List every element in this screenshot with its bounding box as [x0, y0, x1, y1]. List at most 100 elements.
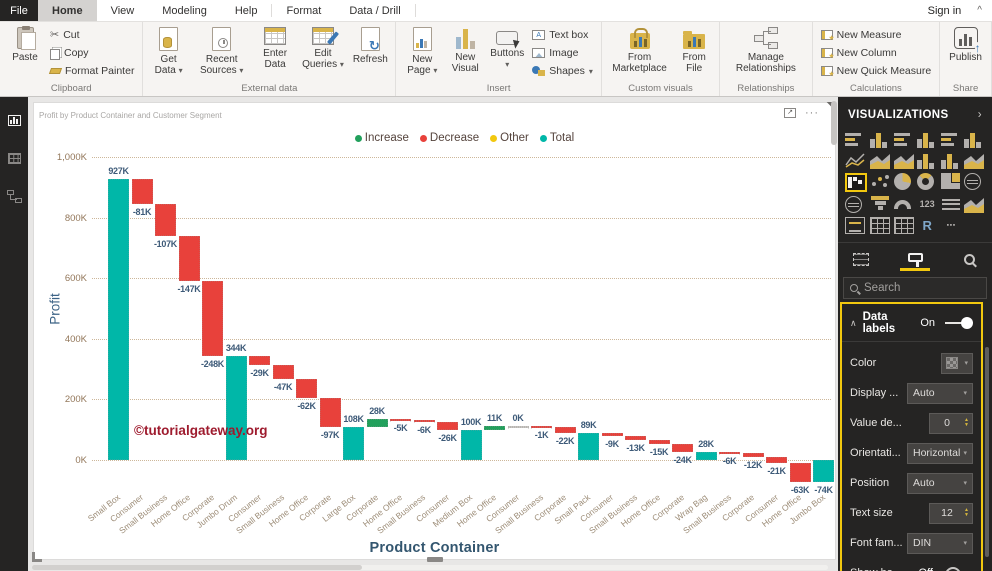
- viz-icon-kpi[interactable]: [964, 196, 985, 213]
- viz-icon-table[interactable]: [870, 217, 890, 234]
- viz-icon-gauge[interactable]: [893, 200, 911, 209]
- report-view-button[interactable]: [3, 109, 25, 131]
- resize-handle-bottom[interactable]: [426, 557, 443, 562]
- copy-button[interactable]: Copy: [47, 44, 137, 62]
- text-box-button[interactable]: A Text box: [529, 26, 596, 44]
- waterfall-bar-wrap-bag[interactable]: [695, 451, 717, 460]
- color-picker-button[interactable]: ▾: [941, 352, 973, 374]
- viz-icon-ribbon-chart[interactable]: [964, 152, 985, 169]
- viz-icon-100-stacked-bar-chart[interactable]: [940, 131, 961, 148]
- waterfall-bar-small-business[interactable]: [272, 364, 294, 379]
- display-dropdown[interactable]: Auto ▾: [907, 382, 973, 404]
- waterfall-bar-corporate[interactable]: [319, 397, 341, 427]
- tab-home[interactable]: Home: [38, 0, 97, 21]
- from-file-button[interactable]: From File: [674, 24, 714, 77]
- collapse-ribbon-icon[interactable]: ^: [977, 5, 982, 16]
- waterfall-bar-consumer[interactable]: [601, 433, 623, 436]
- data-labels-toggle[interactable]: [945, 317, 973, 329]
- waterfall-bar-consumer[interactable]: [249, 355, 270, 365]
- collapse-pane-icon[interactable]: ›: [977, 109, 982, 121]
- spin-up-icon[interactable]: ▲: [964, 507, 969, 513]
- waterfall-bar-corporate[interactable]: [554, 426, 576, 434]
- tab-format[interactable]: [900, 249, 930, 271]
- from-marketplace-button[interactable]: From Marketplace: [607, 24, 672, 77]
- waterfall-bar-corporate[interactable]: [366, 418, 388, 428]
- model-view-button[interactable]: [3, 185, 25, 207]
- viz-icon-matrix[interactable]: [893, 217, 914, 234]
- waterfall-bar-small-box[interactable]: [108, 179, 129, 460]
- waterfall-bar-corporate[interactable]: [202, 280, 223, 356]
- spin-down-icon[interactable]: ▼: [964, 512, 969, 518]
- viz-icon-stacked-area-chart[interactable]: [893, 152, 914, 169]
- tab-format[interactable]: Format: [286, 4, 322, 17]
- viz-icon-more-options[interactable]: ⋯: [946, 220, 956, 230]
- edit-queries-button[interactable]: Edit Queries ▾: [298, 24, 349, 73]
- waterfall-bar-consumer[interactable]: [766, 456, 787, 464]
- search-input[interactable]: [864, 282, 980, 294]
- viz-icon-waterfall-chart[interactable]: [845, 173, 867, 192]
- waterfall-bar-small-business[interactable]: [719, 451, 740, 454]
- waterfall-bar-jumbo-box[interactable]: [813, 460, 834, 483]
- viz-icon-slicer[interactable]: [845, 217, 865, 234]
- tab-help[interactable]: Help: [234, 4, 258, 17]
- waterfall-bar-corporate[interactable]: [672, 444, 693, 452]
- viz-icon-stacked-column-chart[interactable]: [870, 131, 890, 148]
- viz-icon-line-and-stacked-column-chart[interactable]: [917, 152, 937, 169]
- viz-icon-scatter-chart[interactable]: [870, 173, 890, 190]
- focus-mode-icon[interactable]: ↗: [784, 108, 796, 118]
- viz-icon-line-chart[interactable]: [845, 152, 865, 169]
- get-data-button[interactable]: Get Data ▾: [148, 24, 188, 79]
- report-canvas[interactable]: Profit by Product Container and Customer…: [28, 97, 838, 571]
- waterfall-bar-home-office[interactable]: [648, 439, 670, 445]
- legend-item-other[interactable]: Other: [490, 132, 529, 144]
- collapse-section-icon[interactable]: ∧: [850, 317, 857, 328]
- spin-down-icon[interactable]: ▼: [964, 422, 969, 428]
- waterfall-bar-home-office[interactable]: [178, 236, 200, 281]
- viz-icon-pie-chart[interactable]: [893, 173, 911, 190]
- format-painter-button[interactable]: Format Painter: [47, 62, 137, 80]
- waterfall-bar-consumer[interactable]: [131, 179, 153, 204]
- tab-view[interactable]: View: [110, 4, 135, 17]
- viz-icon-clustered-column-chart[interactable]: [917, 131, 937, 148]
- viz-icon-map[interactable]: [964, 173, 982, 190]
- new-page-button[interactable]: New Page ▾: [401, 24, 443, 79]
- format-search-box[interactable]: [843, 277, 987, 299]
- paste-button[interactable]: Paste: [5, 24, 45, 66]
- image-button[interactable]: Image: [529, 44, 596, 62]
- text-size-spinner[interactable]: 12 ▲ ▼: [929, 502, 973, 524]
- viz-icon-area-chart[interactable]: [870, 152, 890, 169]
- viz-icon-line-and-clustered-column-chart[interactable]: [940, 152, 961, 169]
- waterfall-bar-consumer[interactable]: [507, 426, 529, 429]
- value-de-spinner[interactable]: 0 ▲ ▼: [929, 412, 973, 434]
- waterfall-bar-corporate[interactable]: [742, 453, 764, 457]
- viz-icon-100-stacked-column-chart[interactable]: [964, 131, 984, 148]
- data-view-button[interactable]: [3, 147, 25, 169]
- waterfall-bar-medium-box[interactable]: [460, 429, 482, 460]
- canvas-vertical-scrollbar[interactable]: [831, 101, 837, 145]
- new-column-button[interactable]: ★ New Column: [818, 44, 935, 62]
- viz-icon-filled-map[interactable]: [845, 196, 862, 213]
- waterfall-bar-large-box[interactable]: [343, 427, 364, 460]
- viz-icon-donut-chart[interactable]: [917, 173, 935, 190]
- viz-icon-multi-row-card[interactable]: [941, 196, 961, 213]
- waterfall-bar-home-office[interactable]: [789, 463, 811, 483]
- refresh-button[interactable]: ↻ Refresh: [350, 24, 390, 68]
- viz-icon-treemap[interactable]: [940, 173, 960, 189]
- waterfall-bar-small-pack[interactable]: [578, 433, 599, 460]
- waterfall-chart-visual[interactable]: Profit by Product Container and Customer…: [32, 102, 836, 562]
- file-menu-button[interactable]: File: [0, 0, 38, 21]
- legend-item-decrease[interactable]: Decrease: [419, 132, 479, 144]
- viz-icon-card[interactable]: 123: [919, 199, 935, 209]
- publish-button[interactable]: Publish: [945, 24, 986, 66]
- viz-icon-stacked-bar-chart[interactable]: [845, 131, 865, 148]
- waterfall-bar-small-business[interactable]: [625, 435, 646, 440]
- waterfall-bar-small-business[interactable]: [413, 420, 435, 423]
- waterfall-bar-consumer[interactable]: [437, 422, 458, 430]
- tab-data-drill[interactable]: Data / Drill: [349, 4, 401, 17]
- legend-item-increase[interactable]: Increase: [354, 132, 409, 144]
- new-measure-button[interactable]: ★ New Measure: [818, 26, 935, 44]
- waterfall-bar-jumbo-drum[interactable]: [225, 355, 247, 460]
- canvas-horizontal-scrollbar[interactable]: [32, 565, 362, 570]
- legend-item-total[interactable]: Total: [539, 132, 574, 144]
- waterfall-bar-home-office[interactable]: [484, 426, 505, 430]
